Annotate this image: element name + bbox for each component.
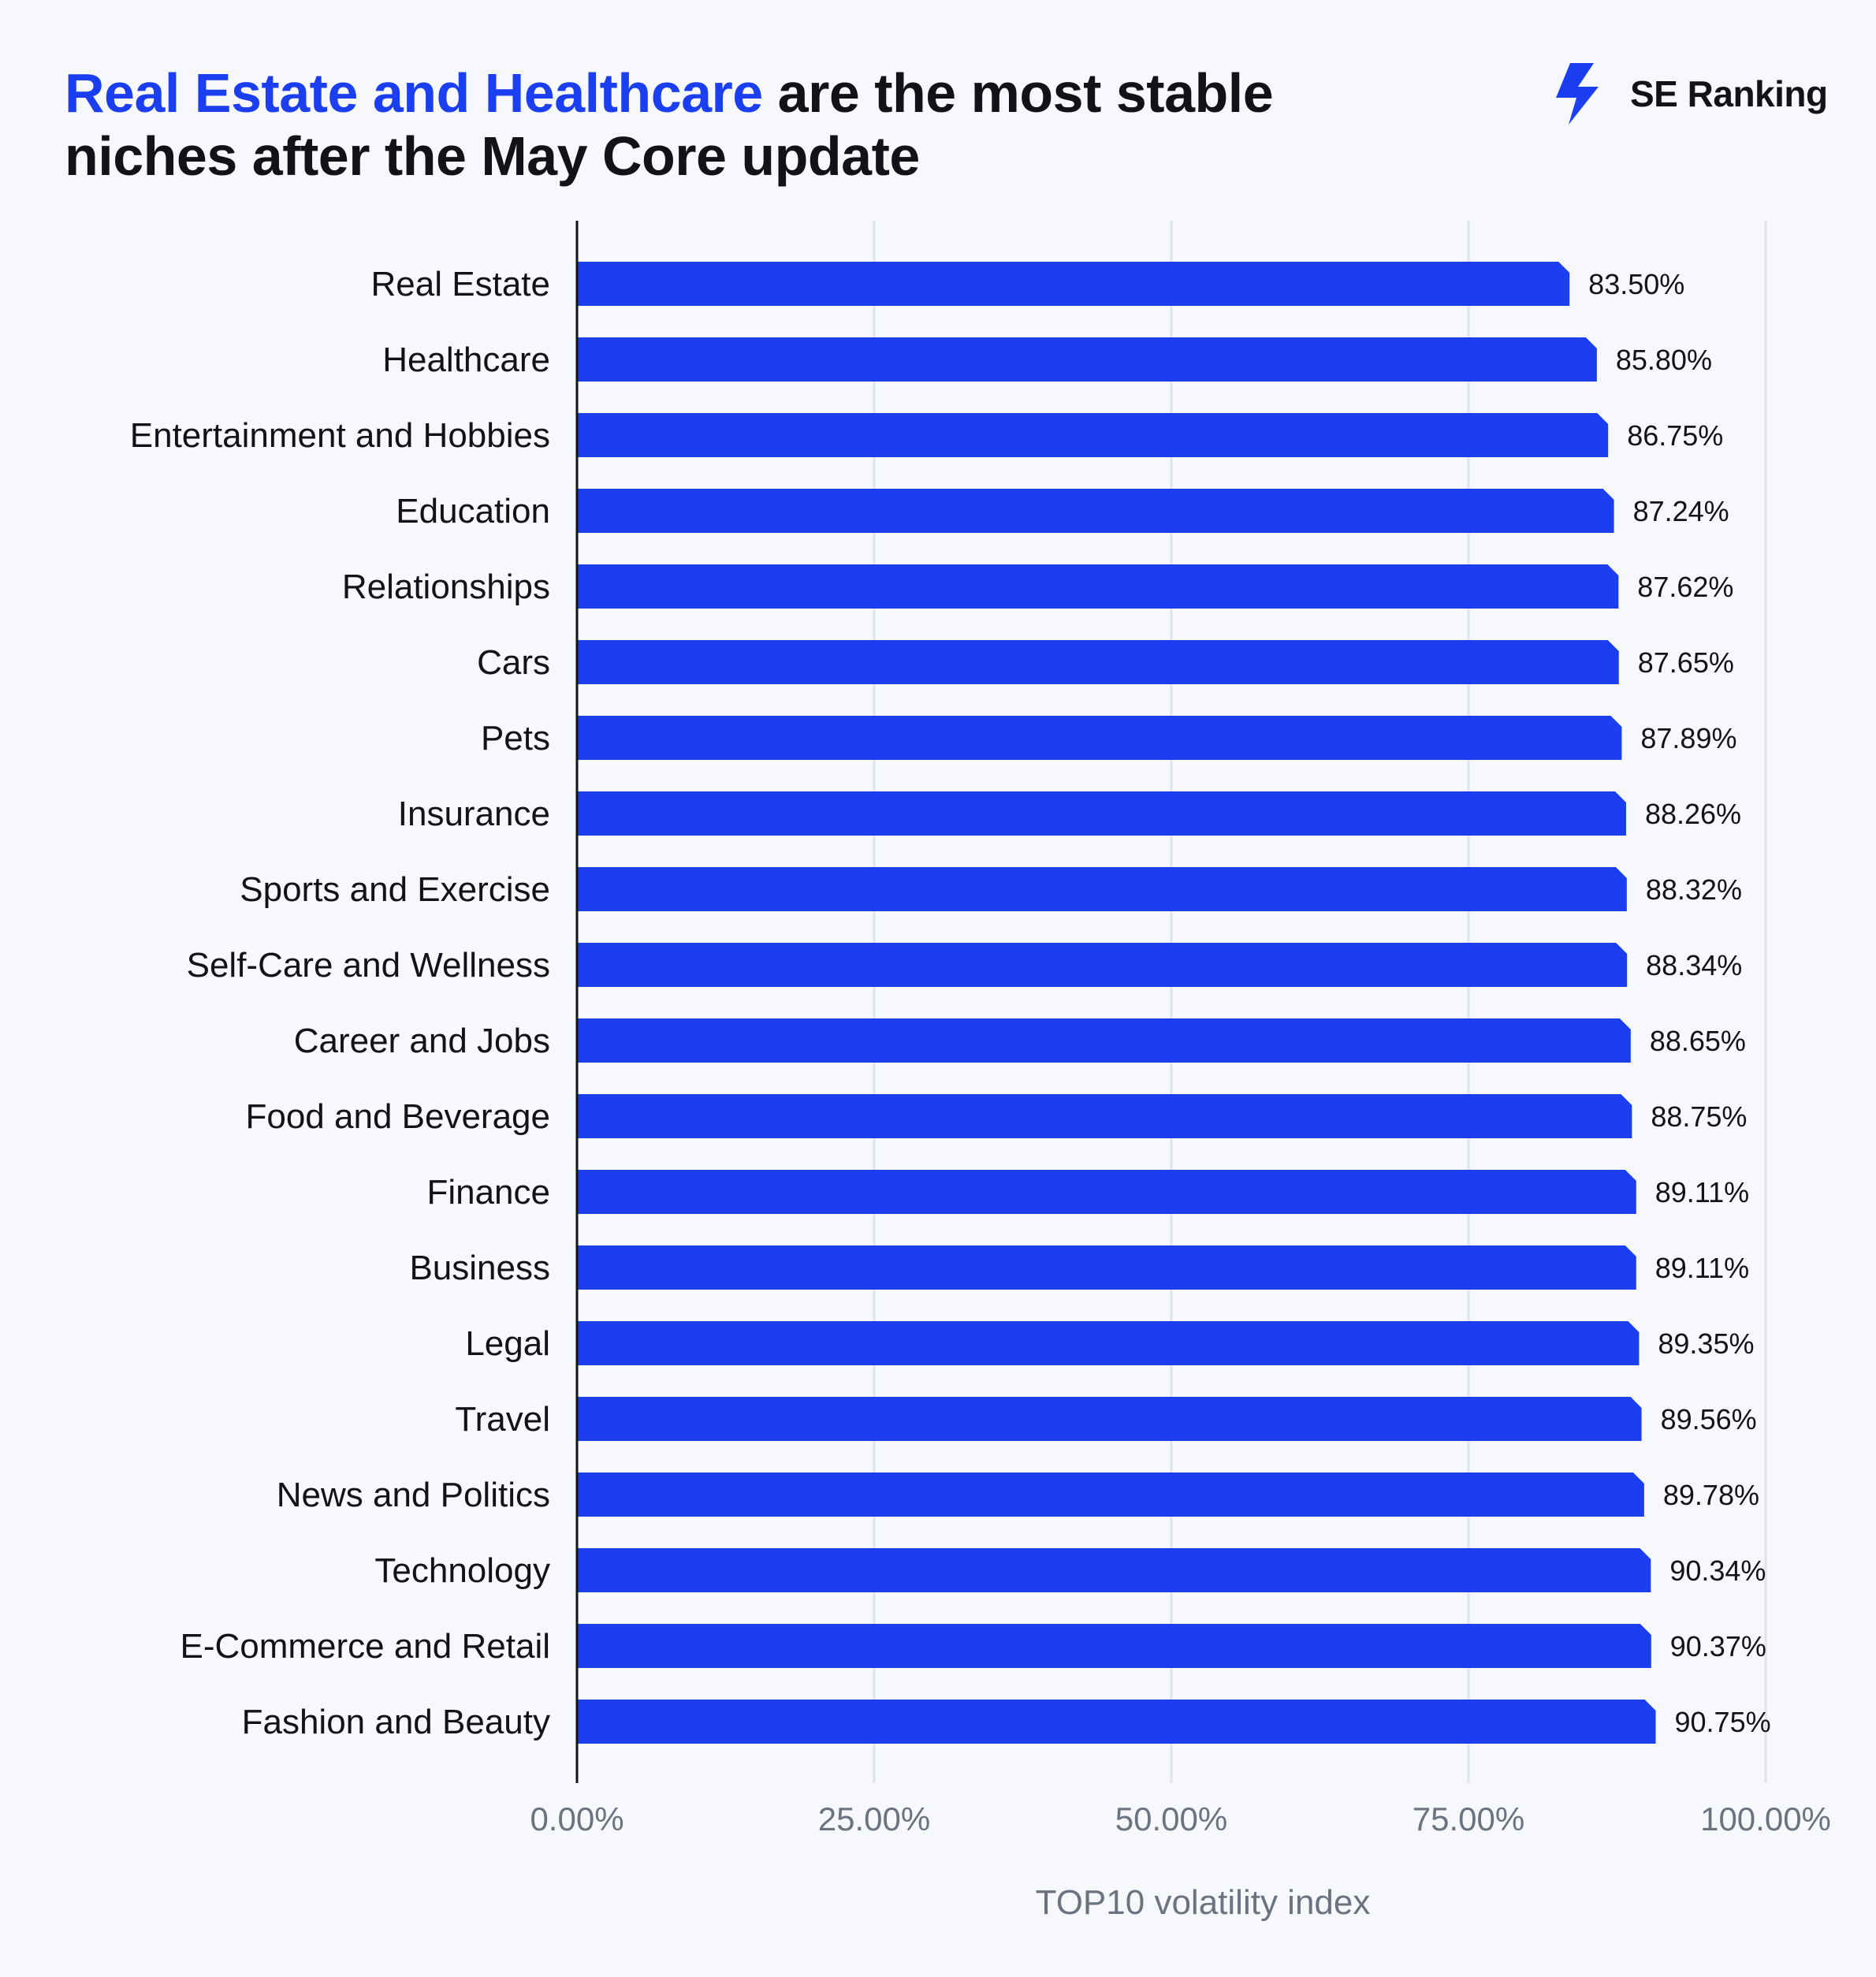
- value-label: 85.80%: [1616, 344, 1712, 376]
- category-label: Healthcare: [382, 341, 550, 379]
- x-axis-title: TOP10 volatility index: [1036, 1883, 1371, 1922]
- bar: [577, 791, 1626, 836]
- bars: [577, 262, 1656, 1744]
- bar: [577, 867, 1627, 911]
- category-labels: Real Estate Healthcare Entertainment and H…: [130, 265, 550, 1741]
- bar: [577, 1018, 1631, 1063]
- chart-title-highlight: Real Estate and Healthcare: [65, 62, 763, 124]
- bar: [577, 489, 1614, 533]
- category-label: Relationships: [342, 568, 550, 606]
- category-label: Real Estate: [371, 265, 550, 303]
- chart-title: Real Estate and Healthcare are the most …: [65, 61, 1405, 188]
- value-label: 87.89%: [1640, 722, 1736, 754]
- category-label: Insurance: [398, 795, 550, 833]
- value-label: 90.75%: [1675, 1706, 1771, 1738]
- x-tick-label: 100.00%: [1700, 1800, 1831, 1837]
- category-label: Finance: [426, 1173, 550, 1212]
- bar: [577, 1094, 1632, 1138]
- value-label: 90.34%: [1669, 1554, 1766, 1587]
- category-label: E-Commerce and Retail: [181, 1627, 551, 1666]
- category-label: Sports and Exercise: [240, 870, 550, 909]
- bar: [577, 943, 1628, 987]
- x-tick-label: 25.00%: [818, 1800, 930, 1837]
- bar: [577, 262, 1570, 306]
- category-label: Self-Care and Wellness: [187, 946, 550, 985]
- category-label: Pets: [481, 719, 550, 758]
- category-label: Business: [409, 1249, 550, 1287]
- value-label: 88.34%: [1646, 949, 1742, 981]
- value-label: 87.24%: [1633, 495, 1729, 527]
- category-label: News and Politics: [277, 1476, 550, 1514]
- bar: [577, 1700, 1656, 1744]
- bar: [577, 640, 1619, 684]
- category-label: Career and Jobs: [294, 1022, 550, 1060]
- value-label: 87.62%: [1637, 571, 1733, 603]
- gridlines: [873, 221, 1767, 1783]
- chart-title-rest: are the most stable niches after the May…: [65, 62, 1274, 187]
- category-label: Technology: [374, 1551, 550, 1590]
- x-tick-label: 50.00%: [1115, 1800, 1227, 1837]
- value-label: 86.75%: [1627, 419, 1723, 452]
- category-label: Entertainment and Hobbies: [130, 416, 550, 455]
- brand-logo: SE Ranking: [1553, 61, 1828, 126]
- bar: [577, 1624, 1651, 1668]
- value-label: 89.56%: [1661, 1403, 1757, 1435]
- x-tick-labels: 0.00% 25.00% 50.00% 75.00% 100.00%: [530, 1800, 1830, 1837]
- category-label: Food and Beverage: [245, 1097, 550, 1136]
- x-tick-label: 0.00%: [530, 1800, 623, 1837]
- bar: [577, 413, 1609, 457]
- category-label: Fashion and Beauty: [242, 1703, 550, 1741]
- value-label: 87.65%: [1638, 646, 1734, 679]
- brand-name: SE Ranking: [1630, 73, 1828, 114]
- bar: [577, 1397, 1642, 1441]
- se-ranking-bolt-icon: [1556, 63, 1599, 125]
- value-label: 88.32%: [1646, 873, 1742, 906]
- value-label: 83.50%: [1588, 268, 1684, 300]
- bar: [577, 337, 1597, 382]
- value-label: 88.65%: [1650, 1025, 1746, 1057]
- category-label: Legal: [465, 1324, 550, 1363]
- bar: [577, 1170, 1636, 1214]
- value-label: 89.11%: [1655, 1252, 1749, 1284]
- value-label: 89.78%: [1663, 1479, 1759, 1511]
- bar: [577, 1473, 1644, 1517]
- value-label: 89.35%: [1658, 1327, 1754, 1360]
- value-label: 88.26%: [1645, 798, 1741, 830]
- category-label: Cars: [477, 643, 550, 682]
- bar: [577, 716, 1622, 760]
- bar: [577, 1245, 1636, 1290]
- category-label: Travel: [455, 1400, 550, 1439]
- value-label: 89.11%: [1655, 1176, 1749, 1208]
- bar: [577, 564, 1619, 609]
- value-label: 88.75%: [1651, 1100, 1747, 1133]
- value-labels: 83.50% 85.80% 86.75% 87.24% 87.62% 87.65% 87.8…: [1588, 268, 1770, 1738]
- bar: [577, 1548, 1651, 1592]
- value-label: 90.37%: [1670, 1630, 1766, 1662]
- bar: [577, 1321, 1640, 1365]
- x-tick-label: 75.00%: [1413, 1800, 1524, 1837]
- category-label: Education: [396, 492, 550, 531]
